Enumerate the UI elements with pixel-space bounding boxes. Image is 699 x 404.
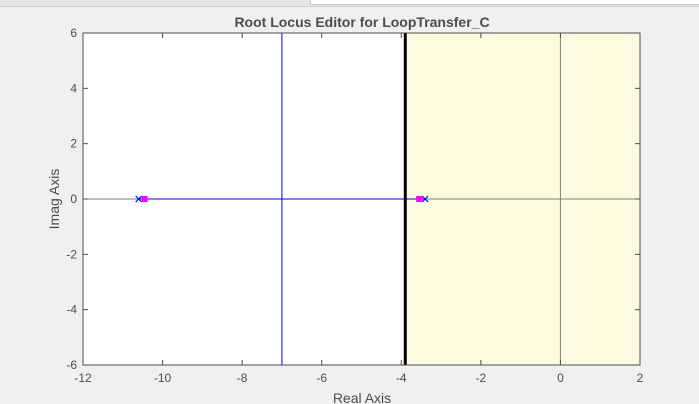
y-tick-label: -6 (66, 358, 77, 372)
open-loop-pole[interactable] (421, 195, 429, 203)
y-axis-label: Imag Axis (46, 169, 62, 230)
figure-tab (310, 0, 699, 5)
y-tick-label: -2 (66, 247, 77, 261)
x-tick-label: 0 (557, 371, 564, 385)
x-tick-label: -8 (237, 371, 248, 385)
y-tick-label: 4 (70, 81, 77, 95)
x-tick-label: -10 (154, 371, 172, 385)
x-tick-label: -4 (396, 371, 407, 385)
y-tick-label: -4 (66, 303, 77, 317)
open-loop-pole[interactable] (135, 195, 143, 203)
closed-loop-pole[interactable] (416, 196, 423, 202)
x-tick-label: -6 (316, 371, 327, 385)
x-axis-label: Real Axis (333, 390, 391, 404)
chart-title: Root Locus Editor for LoopTransfer_C (234, 14, 489, 30)
x-tick-label: -2 (476, 371, 487, 385)
closed-loop-pole[interactable] (141, 196, 148, 202)
y-tick-label: 2 (70, 137, 77, 151)
y-tick-label: 0 (70, 192, 77, 206)
x-tick-label: 2 (637, 371, 644, 385)
toolbar-strip (0, 0, 699, 7)
y-tick-label: 6 (70, 26, 77, 40)
x-tick-label: -12 (74, 371, 92, 385)
